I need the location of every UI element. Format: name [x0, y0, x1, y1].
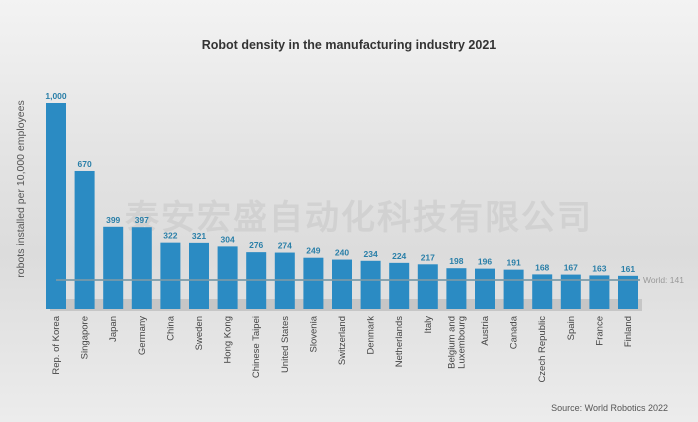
bar: [475, 268, 495, 309]
bar: [503, 269, 524, 309]
x-tick-label: Czech Republic: [537, 316, 548, 383]
bar: [189, 242, 209, 309]
bar: [217, 246, 238, 309]
bar: [332, 259, 352, 309]
reference-line-label: World: 141: [643, 275, 684, 285]
data-label: 276: [249, 240, 263, 250]
data-label: 163: [592, 263, 606, 273]
x-tick-label: Rep. of Korea: [51, 315, 62, 374]
x-tick-label: Netherlands: [394, 316, 405, 367]
data-label: 321: [192, 231, 206, 241]
bar: [160, 242, 181, 309]
bar: [589, 275, 610, 309]
bar: [303, 257, 324, 309]
data-label: 234: [364, 249, 378, 259]
data-label: 1,000: [45, 91, 67, 101]
data-label: 397: [135, 215, 149, 225]
bar: [74, 170, 95, 309]
x-tick-label: Finland: [623, 316, 634, 347]
bar: [46, 103, 66, 309]
x-tick-label: Singapore: [80, 316, 91, 359]
x-tick-label: Germany: [137, 316, 148, 355]
data-label: 224: [392, 251, 406, 261]
x-tick-label: China: [165, 315, 176, 341]
data-label: 322: [163, 231, 177, 241]
x-tick-label: Sweden: [194, 316, 205, 350]
bar: [131, 227, 152, 309]
data-label: 198: [449, 256, 463, 266]
bar: [446, 268, 467, 309]
data-label: 399: [106, 215, 120, 225]
bar: [360, 260, 381, 309]
data-label: 240: [335, 248, 349, 258]
x-tick-label: Austria: [480, 315, 491, 345]
x-tick-label: Switzerland: [337, 316, 348, 365]
data-label: 249: [306, 246, 320, 256]
bar: [560, 274, 581, 309]
x-tick-label: Chinese Taipei: [251, 316, 262, 378]
data-label: 191: [507, 258, 521, 268]
data-label: 168: [535, 262, 549, 272]
chart-title: Robot density in the manufacturing indus…: [201, 38, 497, 52]
x-tick-label: Denmark: [366, 316, 377, 355]
bar: [103, 226, 124, 309]
bar: [417, 264, 438, 309]
x-tick-label: United States: [280, 316, 291, 373]
data-label: 161: [621, 264, 635, 274]
bar: [389, 262, 410, 309]
x-tick-label: Luxembourg: [456, 316, 467, 369]
watermark: 泰安宏盛自动化科技有限公司: [125, 199, 593, 237]
data-label: 217: [421, 252, 435, 262]
data-label: 167: [564, 263, 578, 273]
x-tick-label: France: [594, 316, 605, 346]
x-tick-label: Japan: [108, 316, 119, 342]
data-label: 274: [278, 241, 292, 251]
data-label: 670: [78, 159, 92, 169]
x-tick-label: Slovenia: [308, 315, 319, 352]
bar: [532, 274, 553, 309]
bar: [618, 275, 638, 309]
data-label: 196: [478, 257, 492, 267]
x-tick-label: Canada: [509, 315, 520, 349]
source-note: Source: World Robotics 2022: [551, 403, 668, 413]
x-tick-label: Hong Kong: [223, 316, 234, 364]
x-tick-label: Italy: [423, 316, 434, 334]
x-tick-label: Belgium and: [446, 316, 457, 369]
data-label: 304: [221, 234, 235, 244]
x-tick-label: Spain: [566, 316, 577, 340]
